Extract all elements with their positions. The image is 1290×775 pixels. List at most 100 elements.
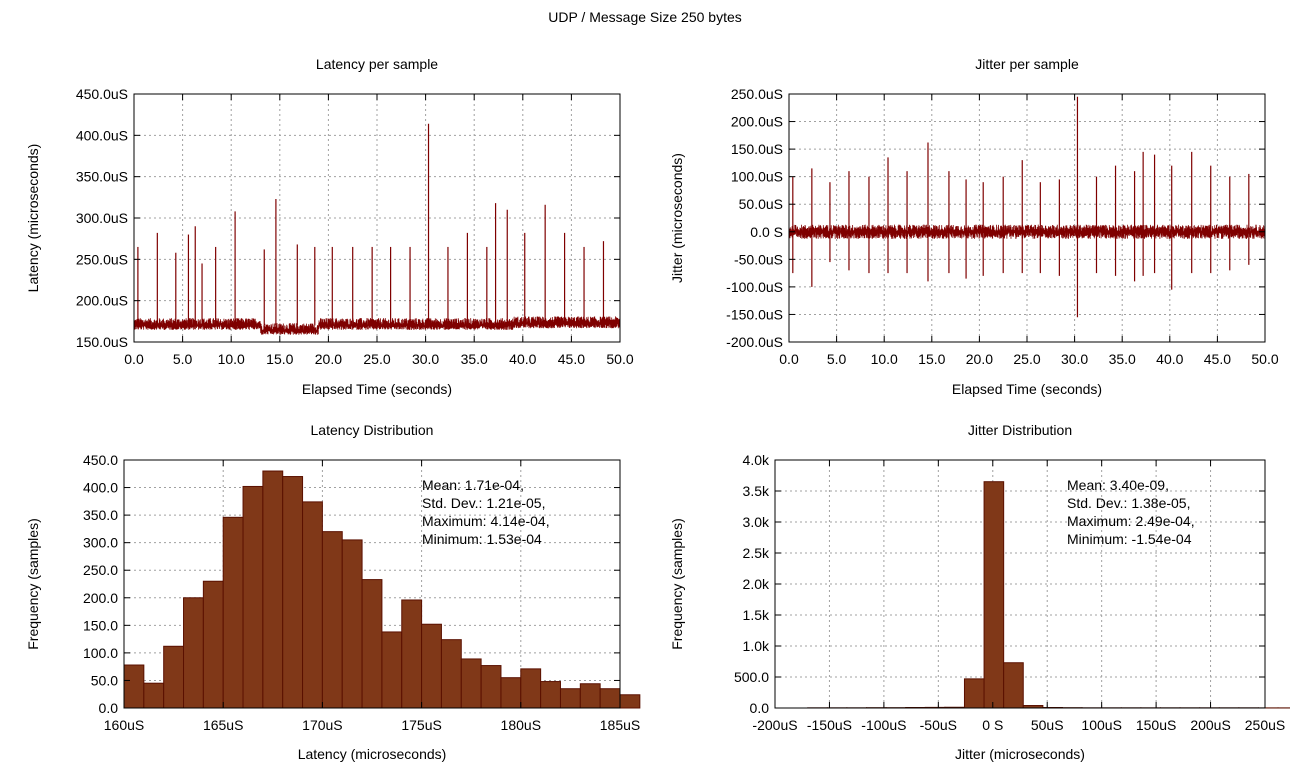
- jitter_series-x-tick-label: 40.0: [1156, 351, 1183, 367]
- latency_series-y-tick-label: 450.0uS: [76, 86, 128, 102]
- page-title: UDP / Message Size 250 bytes: [548, 9, 742, 25]
- latency_hist-y-axis-label: Frequency (samples): [25, 518, 41, 650]
- latency_hist-bar: [283, 477, 303, 708]
- jitter_series-x-tick-label: 50.0: [1251, 351, 1278, 367]
- jitter_series-x-tick-label: 10.0: [871, 351, 898, 367]
- jitter_series-y-axis-label: Jitter (microseconds): [669, 153, 685, 283]
- latency_series-x-tick-label: 50.0: [606, 351, 633, 367]
- jitter_series-y-tick-label: -100.0uS: [726, 279, 783, 295]
- jitter_hist-y-tick-label: 1.5k: [743, 607, 770, 623]
- jitter_hist-x-tick-label: -50uS: [920, 717, 957, 733]
- jitter_hist-x-tick-label: 150uS: [1136, 717, 1176, 733]
- latency_hist-bar: [422, 624, 442, 708]
- latency_hist-stats-line: Maximum: 4.14e-04,: [422, 513, 550, 529]
- jitter_series-y-tick-label: 150.0uS: [731, 141, 783, 157]
- latency_series-x-tick-label: 0.0: [124, 351, 144, 367]
- latency_series-y-axis-label: Latency (microseconds): [25, 144, 41, 293]
- jitter_series-y-tick-label: -50.0uS: [734, 251, 783, 267]
- jitter_hist-x-tick-label: 250uS: [1245, 717, 1285, 733]
- jitter_hist-y-tick-label: 0.0: [750, 700, 770, 716]
- jitter_series-y-tick-label: 100.0uS: [731, 169, 783, 185]
- jitter_series-x-tick-label: 35.0: [1109, 351, 1136, 367]
- jitter_hist-y-tick-label: 3.0k: [743, 514, 770, 530]
- latency_hist-bar: [580, 684, 600, 708]
- latency_series-x-tick-label: 20.0: [315, 351, 342, 367]
- jitter_hist-y-axis-label: Frequency (samples): [669, 518, 685, 650]
- jitter_series-y-tick-label: 250.0uS: [731, 86, 783, 102]
- latency_hist-y-tick-label: 350.0: [83, 507, 118, 523]
- latency_hist-x-tick-label: 185uS: [600, 717, 640, 733]
- latency_hist-bar: [223, 517, 243, 708]
- latency_hist-bar: [263, 471, 283, 708]
- jitter_hist-y-tick-label: 2.0k: [743, 576, 770, 592]
- latency_hist-bar: [521, 669, 541, 708]
- latency_hist-y-tick-label: 200.0: [83, 590, 118, 606]
- latency_series-x-tick-label: 10.0: [218, 351, 245, 367]
- jitter_hist-x-tick-label: 50uS: [1031, 717, 1064, 733]
- latency_hist-x-tick-label: 170uS: [302, 717, 342, 733]
- latency_hist-x-tick-label: 175uS: [401, 717, 441, 733]
- latency_hist-x-tick-label: 180uS: [501, 717, 541, 733]
- jitter_series-x-tick-label: 45.0: [1204, 351, 1231, 367]
- latency_series-y-tick-label: 400.0uS: [76, 127, 128, 143]
- latency_hist-bar: [322, 532, 342, 708]
- latency_hist-bar: [481, 666, 501, 708]
- jitter_hist-y-tick-label: 3.5k: [743, 483, 770, 499]
- latency_hist-y-tick-label: 300.0: [83, 535, 118, 551]
- latency_hist-bar: [362, 580, 382, 708]
- jitter_series-x-axis-label: Elapsed Time (seconds): [952, 381, 1102, 397]
- latency_series-y-tick-label: 250.0uS: [76, 251, 128, 267]
- jitter_series-trace: [789, 225, 1265, 239]
- jitter_hist-y-tick-label: 2.5k: [743, 545, 770, 561]
- latency_hist-bar: [461, 659, 481, 708]
- jitter_series-x-tick-label: 20.0: [966, 351, 993, 367]
- jitter_hist-x-tick-label: 100uS: [1081, 717, 1121, 733]
- jitter_hist-bar: [984, 482, 1004, 708]
- latency_series-y-tick-label: 300.0uS: [76, 210, 128, 226]
- jitter_series-x-tick-label: 0.0: [779, 351, 799, 367]
- latency_hist-stats-line: Minimum: 1.53e-04: [422, 531, 542, 547]
- jitter_series-y-tick-label: 0.0 S: [750, 224, 783, 240]
- latency_hist-x-tick-label: 160uS: [104, 717, 144, 733]
- jitter_series-x-tick-label: 15.0: [918, 351, 945, 367]
- jitter_hist-x-tick-label: 200uS: [1190, 717, 1230, 733]
- jitter_hist-x-tick-label: -150uS: [807, 717, 852, 733]
- jitter_series-y-tick-label: -200.0uS: [726, 334, 783, 350]
- latency_hist-y-tick-label: 400.0: [83, 480, 118, 496]
- latency_series-x-axis-label: Elapsed Time (seconds): [302, 381, 452, 397]
- latency_hist-y-tick-label: 450.0: [83, 452, 118, 468]
- jitter_hist-stats-line: Maximum: 2.49e-04,: [1067, 513, 1195, 529]
- latency_series-x-tick-label: 35.0: [461, 351, 488, 367]
- jitter_series-y-tick-label: 200.0uS: [731, 114, 783, 130]
- jitter_hist-stats-line: Std. Dev.: 1.38e-05,: [1067, 495, 1190, 511]
- latency_hist-bar: [124, 665, 144, 708]
- jitter_series-x-tick-label: 30.0: [1061, 351, 1088, 367]
- latency_hist-bar: [402, 600, 422, 708]
- latency_hist-bar: [144, 683, 164, 708]
- jitter_hist-bar: [1004, 663, 1024, 708]
- jitter_series-x-tick-label: 25.0: [1013, 351, 1040, 367]
- latency_series-x-tick-label: 5.0: [173, 351, 193, 367]
- latency_hist-bar: [243, 486, 263, 708]
- latency_hist-bar: [203, 581, 223, 708]
- jitter_series-y-tick-label: 50.0uS: [739, 196, 783, 212]
- latency_series-y-tick-label: 150.0uS: [76, 334, 128, 350]
- jitter_series-y-tick-label: -150.0uS: [726, 306, 783, 322]
- latency_series-x-tick-label: 30.0: [412, 351, 439, 367]
- latency_hist-bar: [382, 632, 402, 708]
- jitter_hist-stats-line: Minimum: -1.54e-04: [1067, 531, 1192, 547]
- jitter_hist-x-tick-label: 0 S: [982, 717, 1003, 733]
- latency_hist-bar: [184, 598, 204, 708]
- latency_hist-y-tick-label: 100.0: [83, 645, 118, 661]
- latency_hist-stats-line: Std. Dev.: 1.21e-05,: [422, 495, 545, 511]
- jitter_hist-title: Jitter Distribution: [968, 422, 1072, 438]
- latency_hist-x-tick-label: 165uS: [203, 717, 243, 733]
- jitter_hist-y-tick-label: 4.0k: [743, 452, 770, 468]
- latency_hist-bar: [342, 540, 362, 708]
- jitter_hist-stats-line: Mean: 3.40e-09,: [1067, 477, 1169, 493]
